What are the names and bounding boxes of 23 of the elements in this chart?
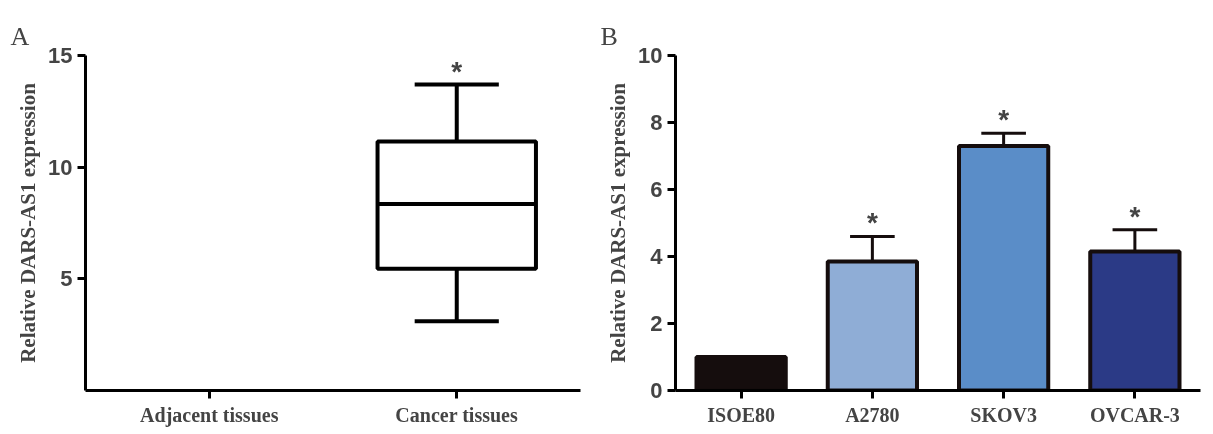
text: B [600,21,618,51]
x-tick-label: OVCAR-3 [1089,403,1180,426]
y-tick-label: 10 [48,154,73,180]
y-tick-label: 6 [650,177,663,202]
x-tick-label: SKOV3 [970,403,1037,426]
y-tick-label: 10 [638,43,663,68]
y-tick-label: 8 [650,110,663,135]
annotation: * [998,104,1010,136]
annotation: * [451,55,463,87]
y-tick-label: 15 [48,43,73,68]
y-axis-title: Relative DARS-AS1 expression [606,82,631,363]
x-tick-label: Adjacent tissues [140,403,279,427]
text: A [10,21,30,51]
annotation: * [1129,200,1141,232]
y-tick-label: 4 [650,244,664,269]
y-axis-title: Relative DARS-AS1 expression [16,82,41,363]
x-tick-label: Cancer tissues [395,403,518,426]
y-tick-label: 2 [650,311,663,336]
x-tick-label: A2780 [845,403,900,426]
y-tick-label: 0 [650,378,663,403]
annotation: * [866,207,878,239]
x-tick-label: ISOE80 [707,403,776,426]
y-tick-label: 5 [60,266,73,292]
